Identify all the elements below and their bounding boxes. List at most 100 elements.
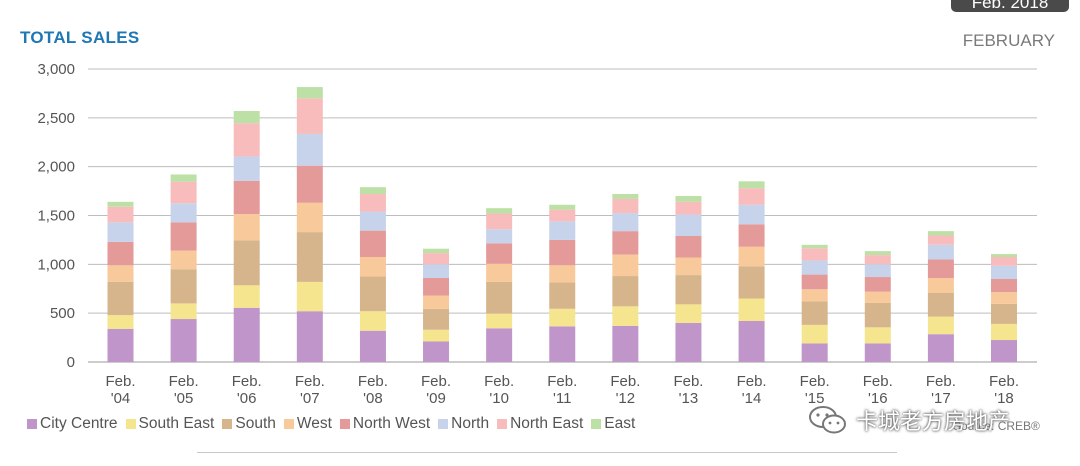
bar-segment [296, 133, 323, 166]
bar-segment [233, 123, 260, 157]
legend-item: North West [339, 415, 430, 433]
bar-segment [801, 343, 828, 362]
legend-swatch [339, 419, 350, 429]
bar-segment [296, 165, 323, 203]
bar-segment [170, 222, 197, 251]
bar-segment [233, 180, 260, 215]
bar-segment [296, 87, 323, 99]
bar-segment [612, 213, 639, 232]
wechat-watermark: 卡城老方房地产 [808, 402, 1010, 438]
x-tick-label: Feb. [673, 373, 703, 390]
bar-segment [423, 341, 450, 362]
bar-segment [359, 194, 386, 212]
x-tick-label: Feb. [800, 373, 830, 390]
bar-segment [927, 235, 954, 245]
bar-segment [486, 229, 513, 244]
y-tick-label: 1,000 [37, 256, 75, 273]
bar-segment [233, 307, 260, 362]
bar-segment [170, 319, 197, 362]
bar-segment [233, 214, 260, 241]
bar-segment [864, 302, 891, 328]
bar-segment [801, 244, 828, 249]
x-tick-label: '10 [489, 390, 509, 407]
x-tick-label: '11 [553, 390, 571, 407]
bar-segment [675, 195, 702, 202]
watermark-text: 卡城老方房地产 [856, 409, 1011, 434]
legend-swatch [222, 419, 233, 429]
bar-segment [675, 257, 702, 276]
x-tick-label: '07 [300, 390, 320, 407]
legend-item: South [222, 415, 276, 433]
bar-segment [359, 257, 386, 277]
bar-segment [359, 330, 386, 362]
bar-segment [233, 240, 260, 286]
bar-segment [927, 244, 954, 260]
date-badge: Feb. 2018 [951, 0, 1069, 12]
bar-segment [927, 259, 954, 279]
bar-segment [675, 236, 702, 258]
legend-label: City Centre [40, 415, 118, 432]
legend-swatch [125, 419, 136, 429]
x-tick-label: '15 [805, 390, 825, 407]
bar-segment [801, 274, 828, 290]
bar-segment [170, 250, 197, 270]
bar-segment [359, 211, 386, 231]
bar-segment [801, 301, 828, 325]
bar-segment [612, 194, 639, 199]
bar-segment [549, 221, 576, 240]
bar-segment [296, 98, 323, 134]
bar-segment [991, 323, 1017, 341]
bar-segment [991, 257, 1017, 266]
y-tick-label: 2,500 [37, 110, 75, 127]
bar-segment [170, 181, 197, 204]
x-tick-label: '05 [174, 390, 194, 407]
y-tick-label: 500 [50, 305, 75, 322]
bar-segment [423, 308, 450, 330]
legend-label: West [296, 415, 332, 432]
bar-segment [296, 232, 323, 282]
legend-item: East [591, 415, 635, 433]
bar-segment [107, 201, 134, 207]
bar-segment [864, 343, 891, 362]
legend-swatch [27, 419, 37, 429]
bar-segment [107, 315, 134, 329]
bar-segment [675, 275, 702, 305]
bar-segment [991, 292, 1017, 304]
y-tick-label: 0 [67, 354, 75, 371]
bar-segment [107, 241, 134, 266]
x-tick-label: '16 [868, 390, 888, 407]
bar-segment [738, 246, 765, 267]
bar-segment [864, 251, 891, 256]
bar-segment [927, 278, 954, 293]
x-tick-label: '08 [363, 390, 383, 407]
bar-segment [423, 264, 450, 279]
x-tick-label: Feb. [989, 373, 1019, 390]
bar-segment [423, 278, 450, 296]
legend-item: City Centre [27, 415, 118, 433]
legend-swatch [497, 419, 508, 429]
bar-segment [612, 325, 639, 362]
bar-segment [296, 311, 323, 362]
x-tick-label: Feb. [484, 373, 514, 390]
x-tick-label: '18 [994, 390, 1014, 407]
y-tick-label: 3,000 [37, 61, 75, 78]
x-tick-label: Feb. [863, 373, 893, 390]
x-tick-label: '09 [426, 390, 446, 407]
legend-label: North [451, 415, 490, 432]
bar-segment [864, 277, 891, 292]
bar-segment [233, 156, 260, 181]
bar-segment [170, 203, 197, 223]
bar-segment [107, 222, 134, 242]
x-tick-label: '14 [742, 390, 762, 407]
bar-segment [486, 243, 513, 264]
bar-segment [107, 281, 134, 316]
source-note: Source: CREB® [953, 419, 1040, 433]
bar-segment [738, 298, 765, 321]
bar-segment [423, 329, 450, 342]
bar-segment [486, 328, 513, 362]
bar-segment [675, 201, 702, 215]
legend-swatch [438, 419, 449, 429]
bar-segment [738, 266, 765, 299]
bar-segment [864, 291, 891, 303]
